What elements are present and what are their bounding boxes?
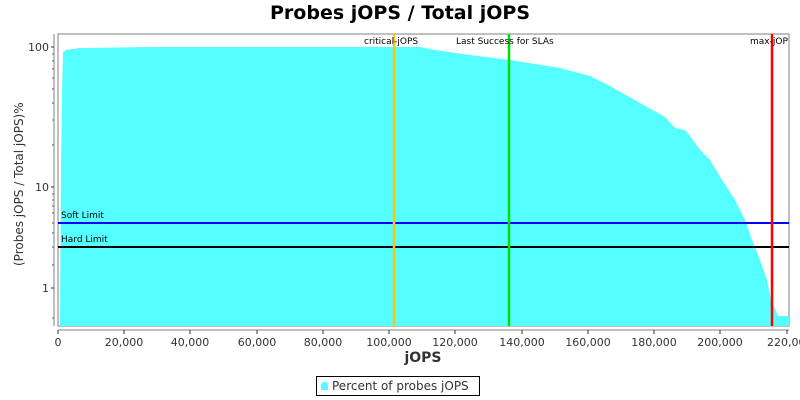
y-axis-label: (Probes jOPS / Total jOPS)% [12, 102, 26, 266]
y-axis: 100 10 1 [28, 34, 55, 326]
x-tick-60000: 60,000 [238, 336, 277, 349]
x-tick-100000: 100,000 [366, 336, 412, 349]
critical-jops-label: critical-jOPS [364, 37, 418, 47]
y-tick-100: 100 [28, 41, 49, 54]
x-tick-200000: 200,000 [697, 336, 743, 349]
x-axis: 0 20,000 40,000 60,000 80,000 100,000 12… [55, 329, 800, 349]
x-tick-220000: 220,00 [767, 336, 800, 349]
last-success-label: Last Success for SLAs [456, 37, 554, 47]
legend-swatch-icon [321, 382, 328, 390]
legend-label: Percent of probes jOPS [332, 379, 469, 393]
y-tick-10: 10 [35, 181, 49, 194]
x-tick-180000: 180,000 [631, 336, 677, 349]
x-tick-40000: 40,000 [171, 336, 210, 349]
max-jops-label: max-jOP [750, 37, 788, 47]
x-axis-label: jOPS [404, 350, 442, 366]
x-tick-120000: 120,000 [432, 336, 478, 349]
x-tick-140000: 140,000 [499, 336, 545, 349]
x-tick-0: 0 [55, 336, 62, 349]
legend: Percent of probes jOPS [316, 376, 480, 396]
x-tick-160000: 160,000 [565, 336, 611, 349]
x-tick-20000: 20,000 [105, 336, 144, 349]
hard-limit-label: Hard Limit [61, 235, 108, 245]
chart-title: Probes jOPS / Total jOPS [270, 2, 530, 24]
soft-limit-label: Soft Limit [61, 211, 104, 221]
x-tick-80000: 80,000 [304, 336, 343, 349]
y-tick-1: 1 [42, 282, 49, 295]
area-series-percent-of-probes [59, 47, 789, 326]
